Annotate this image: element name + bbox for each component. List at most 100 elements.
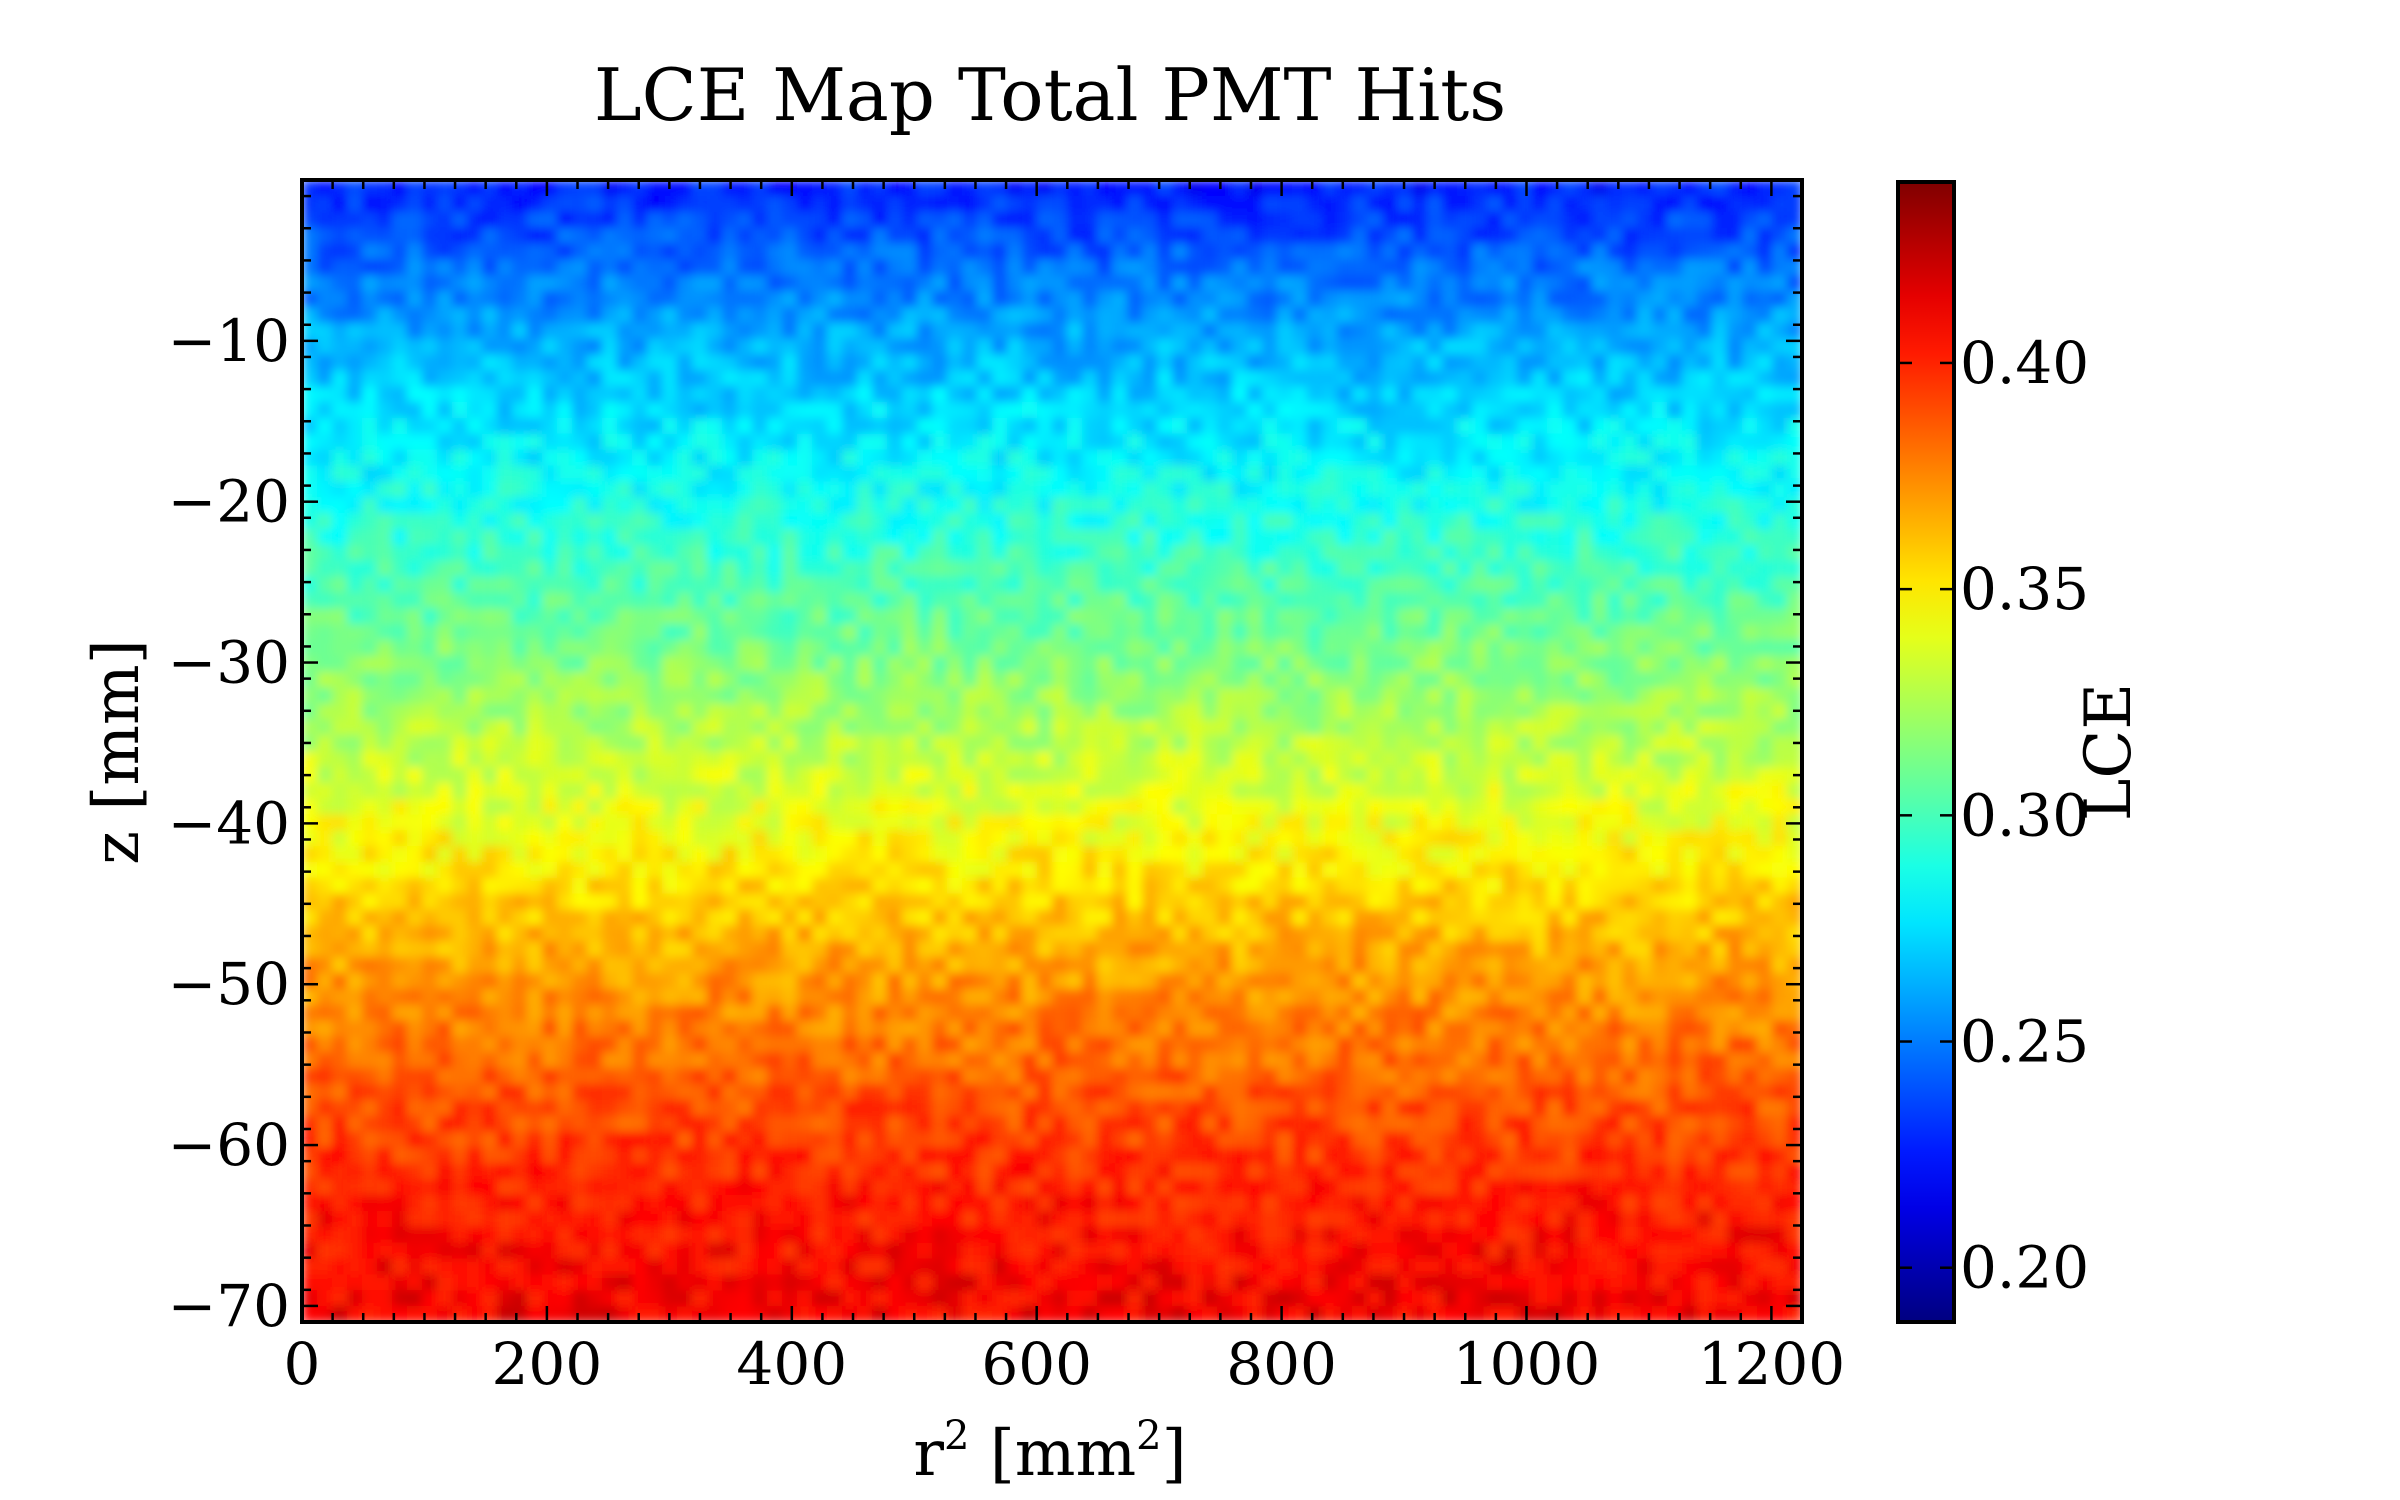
heatmap-cell [1532,417,1548,435]
heatmap-cell [1127,227,1143,245]
heatmap-cell [602,830,618,847]
heatmap-cell [1412,433,1428,451]
heatmap-cell [857,433,873,451]
heatmap-cell [1562,687,1578,705]
heatmap-cell [812,624,828,641]
heatmap-cell [1502,180,1518,197]
heatmap-cell [1352,639,1368,657]
heatmap-cell [467,735,483,752]
heatmap-cell [407,465,423,483]
heatmap-cell [1052,893,1068,911]
heatmap-cell [992,639,1008,657]
heatmap-cell [392,497,408,514]
heatmap-cell [572,402,588,419]
heatmap-cell [1367,957,1383,974]
heatmap-cell [1757,497,1773,514]
heatmap-cell [1727,370,1743,387]
heatmap-cell [392,370,408,387]
heatmap-cell [962,291,978,308]
heatmap-cell [512,576,528,594]
heatmap-cell [1247,687,1263,705]
heatmap-cell [1307,624,1323,641]
heatmap-cell [887,417,903,435]
heatmap-cell [1697,528,1713,546]
heatmap-cell [1592,814,1608,832]
heatmap-cell [392,417,408,435]
heatmap-cell [872,925,888,943]
heatmap-cell [677,782,693,800]
heatmap-cell [1412,370,1428,387]
heatmap-cell [377,243,393,261]
heatmap-cell [1067,370,1083,387]
heatmap-cell [467,671,483,689]
heatmap-cell [1682,433,1698,451]
heatmap-cell [1142,402,1158,419]
heatmap-cell [962,719,978,736]
heatmap-cell [962,846,978,863]
heatmap-cell [542,608,558,625]
heatmap-cell [722,275,738,292]
heatmap-cell [1532,560,1548,578]
heatmap-cell [1637,513,1653,530]
heatmap-cell [932,814,948,832]
heatmap-cell [1352,338,1368,356]
heatmap-cell [1127,560,1143,578]
heatmap-cell [1097,766,1113,784]
heatmap-cell [1187,766,1203,784]
heatmap-cell [1157,180,1173,197]
heatmap-cell [1217,957,1233,974]
heatmap-cell [1622,211,1638,229]
heatmap-cell [1187,941,1203,958]
heatmap-cell [1187,957,1203,974]
heatmap-cell [1667,211,1683,229]
heatmap-cell [917,275,933,292]
heatmap-cell [1487,497,1503,514]
heatmap-cell [1712,830,1728,847]
heatmap-cell [1772,370,1788,387]
heatmap-cell [437,449,453,467]
heatmap-cell [332,782,348,800]
heatmap-cell [1292,195,1308,213]
heatmap-cell [1727,703,1743,721]
heatmap-cell [1052,259,1068,276]
heatmap-cell [1712,370,1728,387]
heatmap-cell [497,814,513,832]
heatmap-cell [1397,433,1413,451]
heatmap-cell [1697,370,1713,387]
heatmap-cell [827,798,843,816]
heatmap-cell [932,386,948,403]
heatmap-cell [1652,782,1668,800]
heatmap-cell [1082,528,1098,546]
heatmap-cell [677,877,693,895]
heatmap-cell [1697,259,1713,276]
heatmap-cell [1562,449,1578,467]
heatmap-cell [1367,449,1383,467]
heatmap-cell [1112,560,1128,578]
heatmap-cell [452,338,468,356]
heatmap-cell [1367,877,1383,895]
heatmap-cell [1247,370,1263,387]
heatmap-cell [542,227,558,245]
heatmap-cell [1712,481,1728,499]
heatmap-cell [1607,211,1623,229]
heatmap-cell [512,830,528,847]
heatmap-cell [602,909,618,927]
heatmap-cell [1532,624,1548,641]
heatmap-cell [1292,592,1308,610]
heatmap-cell [572,957,588,974]
heatmap-cell [1307,766,1323,784]
heatmap-cell [1607,370,1623,387]
heatmap-cell [1172,655,1188,673]
heatmap-cell [1007,766,1023,784]
heatmap-cell [1247,180,1263,197]
heatmap-cell [1232,766,1248,784]
heatmap-cell [347,893,363,911]
heatmap-cell [1172,354,1188,372]
heatmap-cell [932,354,948,372]
heatmap-cell [722,877,738,895]
heatmap-cell [1712,766,1728,784]
heatmap-cell [1382,354,1398,372]
heatmap-cell [527,877,543,895]
heatmap-cell [962,449,978,467]
heatmap-cell [632,306,648,324]
